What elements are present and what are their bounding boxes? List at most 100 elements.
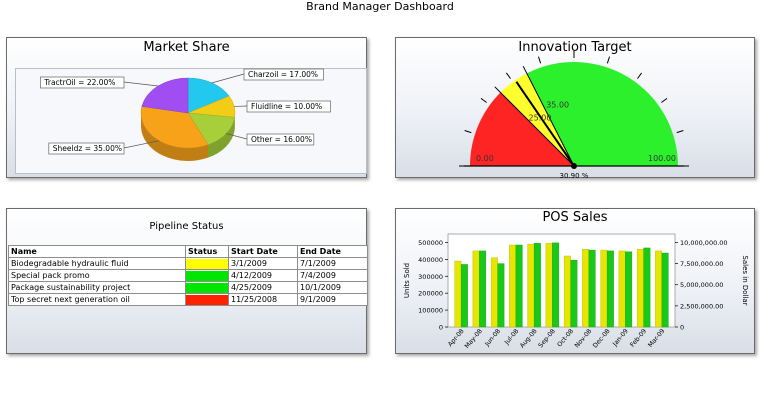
start-date: 4/25/2009 bbox=[228, 281, 298, 294]
bar-units-sold-jun-08[interactable] bbox=[490, 257, 498, 328]
pie-leader-line bbox=[123, 81, 159, 87]
market-share-pie-chart: Charzoil = 17.00% Fluidline = 10.00% Other… bbox=[40, 68, 331, 161]
col-start-date-header: Start Date bbox=[228, 245, 298, 258]
bar-sales-dollar-nov-08[interactable] bbox=[588, 249, 596, 328]
bar-sales-dollar-jul-08[interactable] bbox=[515, 244, 523, 328]
x-tick-label: Mar-09 bbox=[647, 328, 666, 349]
innovation-target-title: Innovation Target bbox=[518, 40, 632, 55]
pie-label-charzoil: Charzoil = 17.00% bbox=[248, 70, 318, 79]
gauge-label: 35.00 bbox=[546, 101, 569, 110]
y-tick-label: 0 bbox=[439, 324, 443, 332]
bar-units-sold-jul-08[interactable] bbox=[509, 244, 517, 328]
gauge-tick bbox=[676, 129, 684, 134]
bar-sales-dollar-aug-08[interactable] bbox=[533, 243, 541, 328]
pie-slice-sheeldz[interactable] bbox=[140, 106, 209, 149]
gauge-label: 0.00 bbox=[476, 154, 494, 163]
gauge-tick bbox=[537, 56, 542, 64]
x-tick-label: Sep-08 bbox=[537, 328, 557, 349]
pie-slice-charzoil[interactable] bbox=[187, 77, 230, 114]
bar-units-sold-jan-09[interactable] bbox=[618, 250, 626, 328]
gauge-target-marker-1 bbox=[522, 65, 575, 167]
pie-label-tractroil: TractrOil = 22.00% bbox=[43, 78, 115, 87]
y-tick-label: 300000 bbox=[418, 273, 443, 281]
bar-units-sold-feb-09[interactable] bbox=[636, 249, 644, 328]
x-tick-label: Nov-08 bbox=[574, 328, 594, 350]
market-share-panel: Market Share Charzoil = 17.00% Fluidline … bbox=[6, 37, 367, 178]
y2-tick-label: 2,500,000.00 bbox=[680, 302, 723, 310]
status-cell bbox=[185, 269, 229, 282]
bar-units-sold-may-08[interactable] bbox=[472, 250, 480, 328]
pie-slice-side-sheeldz bbox=[141, 113, 209, 161]
market-share-title: Market Share bbox=[143, 40, 230, 55]
pie-leader-line bbox=[123, 140, 160, 149]
pie-label-box bbox=[48, 142, 125, 155]
gauge-pivot bbox=[571, 163, 577, 169]
col-end-date-header: End Date bbox=[297, 245, 368, 258]
y2-tick-label: 10,000,000.00 bbox=[680, 239, 728, 247]
y-tick-label: 400000 bbox=[418, 256, 443, 264]
pipeline-header-row: Name Status Start Date End Date bbox=[8, 245, 368, 258]
page-title: Brand Manager Dashboard bbox=[306, 0, 454, 13]
pos-sales-title: POS Sales bbox=[542, 210, 608, 225]
x-tick-label: Oct-08 bbox=[556, 328, 575, 349]
bar-sales-dollar-jan-09[interactable] bbox=[625, 251, 633, 328]
pie-label-box bbox=[243, 68, 324, 81]
pie-slice-side-other bbox=[208, 117, 235, 158]
gauge-tick bbox=[464, 129, 472, 134]
x-tick-label: Dec-08 bbox=[592, 328, 612, 350]
gauge-tick bbox=[606, 56, 611, 64]
bar-sales-dollar-feb-09[interactable] bbox=[643, 247, 651, 328]
status-indicator bbox=[186, 282, 228, 293]
table-row: Special pack promo 4/12/2009 7/4/2009 bbox=[8, 269, 368, 282]
gauge-band-1 bbox=[500, 73, 574, 166]
bar-units-sold-sep-08[interactable] bbox=[545, 243, 553, 328]
x-tick-label: Feb-09 bbox=[629, 328, 648, 349]
bar-sales-dollar-apr-08[interactable] bbox=[460, 264, 468, 328]
bar-sales-dollar-may-08[interactable] bbox=[479, 250, 487, 328]
pipeline-status-title: Pipeline Status bbox=[149, 221, 224, 232]
project-name: Package sustainability project bbox=[8, 281, 186, 294]
bar-sales-dollar-dec-08[interactable] bbox=[606, 250, 614, 328]
bar-units-sold-dec-08[interactable] bbox=[600, 249, 608, 328]
x-tick-label: Jun-08 bbox=[483, 328, 502, 349]
project-name: Biodegradable hydraulic fluid bbox=[8, 257, 186, 270]
y-tick-label: 200000 bbox=[418, 290, 443, 298]
gauge-band-2 bbox=[526, 62, 678, 166]
pie-label-box bbox=[246, 133, 315, 146]
end-date: 10/1/2009 bbox=[297, 281, 368, 294]
bar-units-sold-nov-08[interactable] bbox=[582, 249, 590, 328]
y2-tick-label: 0 bbox=[680, 324, 684, 332]
pie-slice-tractroil[interactable] bbox=[141, 77, 189, 114]
pipeline-table: Name Status Start Date End Date Biodegra… bbox=[8, 245, 368, 306]
x-tick-label: Jul-08 bbox=[503, 328, 521, 347]
col-status-header: Status bbox=[185, 245, 229, 258]
bar-units-sold-aug-08[interactable] bbox=[527, 243, 535, 328]
bar-units-sold-oct-08[interactable] bbox=[563, 255, 571, 328]
bar-sales-dollar-sep-08[interactable] bbox=[552, 242, 560, 328]
bar-units-sold-apr-08[interactable] bbox=[454, 260, 462, 328]
start-date: 11/25/2008 bbox=[228, 293, 298, 306]
bar-sales-dollar-oct-08[interactable] bbox=[570, 260, 578, 328]
bar-units-sold-mar-09[interactable] bbox=[655, 250, 663, 328]
status-indicator bbox=[186, 294, 228, 305]
status-cell bbox=[185, 281, 229, 294]
gauge-label: 25.00 bbox=[529, 114, 552, 123]
x-tick-label: Jan-09 bbox=[611, 328, 630, 349]
gauge-label: 100.00 bbox=[648, 154, 676, 163]
bar-sales-dollar-jun-08[interactable] bbox=[497, 263, 505, 328]
gauge-needle bbox=[515, 81, 575, 167]
y2-tick-label: 7,500,000.00 bbox=[680, 260, 723, 268]
pipeline-status-panel: Pipeline Status Name Status Start Date E… bbox=[6, 208, 368, 354]
pie-slice-other[interactable] bbox=[187, 112, 235, 145]
project-name: Special pack promo bbox=[8, 269, 186, 282]
pie-label-sheeldz: Sheeldz = 35.00% bbox=[53, 144, 122, 153]
pos-sales-chart: 0 100000 200000 300000 400000 500000 0 2,500,00… bbox=[403, 233, 749, 350]
y-axis-label: Units Sold bbox=[403, 263, 411, 298]
bar-sales-dollar-mar-09[interactable] bbox=[661, 252, 669, 328]
end-date: 9/1/2009 bbox=[297, 293, 368, 306]
innovation-target-gauge: 0.00 25.00 35.00 100.00 30.90 % bbox=[459, 51, 689, 179]
x-tick-label: May-08 bbox=[464, 328, 484, 350]
status-cell bbox=[185, 257, 229, 270]
y-tick-label: 100000 bbox=[418, 307, 443, 315]
gauge-target-marker-0 bbox=[494, 86, 575, 167]
